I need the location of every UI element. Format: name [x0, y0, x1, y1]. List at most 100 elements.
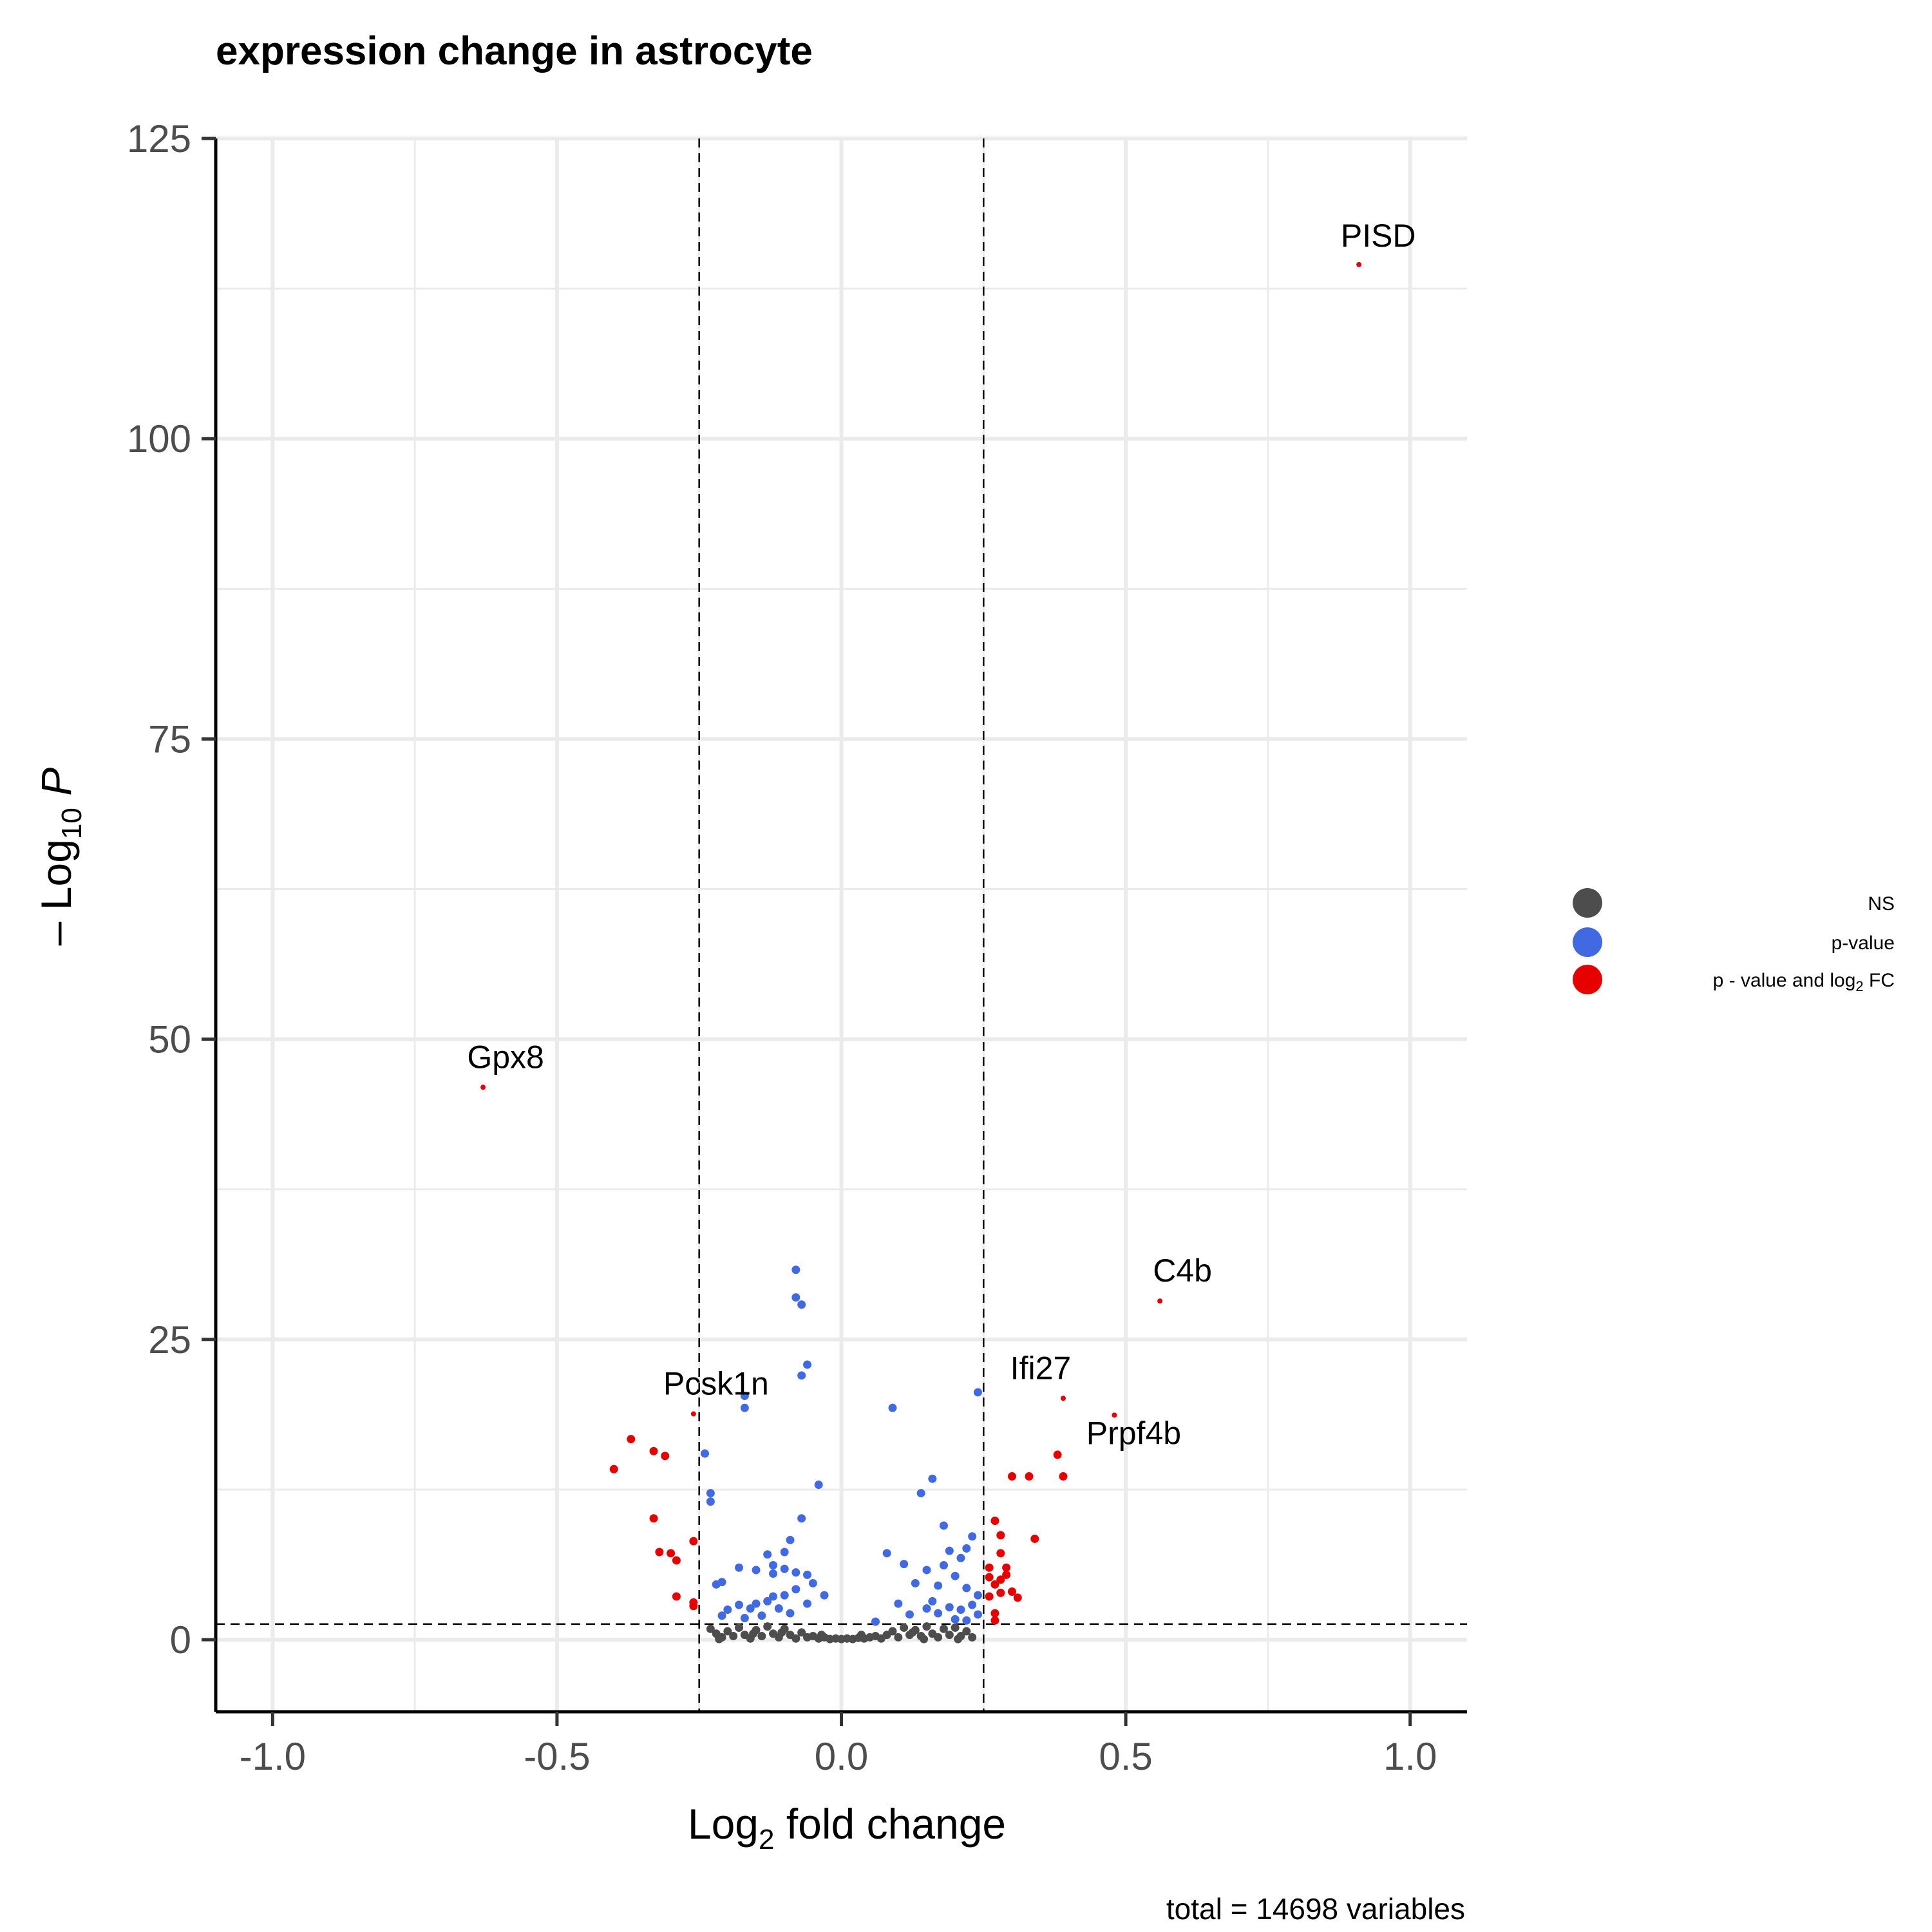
data-point [780, 1564, 789, 1573]
major-gridlines [216, 137, 1467, 1712]
data-point [934, 1633, 943, 1642]
data-point [729, 1632, 738, 1641]
data-point [672, 1592, 681, 1601]
data-point [905, 1610, 914, 1619]
legend-label: p - value and log2 FC [1713, 970, 1895, 994]
data-point [1030, 1534, 1039, 1543]
data-point [990, 1516, 999, 1525]
data-point [939, 1560, 948, 1569]
chart-title: expression change in astrocyte [216, 29, 813, 73]
data-point [797, 1300, 806, 1309]
x-axis-ticks: -1.0 -0.5 0.0 0.5 1.0 [240, 1712, 1437, 1778]
data-point [1002, 1563, 1011, 1572]
data-point [791, 1634, 800, 1643]
data-point [803, 1599, 812, 1608]
data-point [1025, 1472, 1034, 1481]
data-point [735, 1563, 744, 1572]
data-point [939, 1521, 948, 1530]
data-point [985, 1563, 994, 1572]
data-point [649, 1514, 658, 1523]
data-point [945, 1631, 954, 1640]
gene-point [1112, 1412, 1117, 1418]
y-axis-ticks: 0 25 50 75 100 125 [127, 117, 216, 1662]
data-point [996, 1588, 1005, 1597]
data-point [655, 1548, 664, 1557]
data-point [817, 1631, 826, 1640]
data-point [968, 1600, 977, 1609]
data-point [763, 1622, 772, 1631]
data-point [735, 1623, 744, 1632]
data-point [791, 1293, 800, 1302]
data-point [786, 1535, 795, 1544]
data-point [769, 1569, 778, 1578]
data-point [962, 1544, 971, 1553]
data-point [968, 1633, 977, 1642]
data-point [769, 1560, 778, 1569]
data-point [757, 1632, 766, 1641]
gene-label: Ifi27 [1010, 1350, 1072, 1386]
data-point [956, 1605, 965, 1614]
data-point [780, 1548, 789, 1557]
data-point [954, 1634, 963, 1643]
x-tick-label: -0.5 [524, 1735, 590, 1778]
data-point [908, 1628, 917, 1637]
data-point [803, 1570, 812, 1579]
data-point [791, 1585, 800, 1594]
data-point [900, 1623, 909, 1632]
x-tick-label: -1.0 [240, 1735, 306, 1778]
data-point [934, 1581, 943, 1590]
data-point [763, 1596, 772, 1605]
data-point [894, 1599, 903, 1608]
data-point [1007, 1472, 1016, 1481]
threshold-lines [216, 138, 1467, 1712]
data-point [871, 1617, 880, 1626]
data-point [951, 1615, 960, 1624]
data-point [797, 1371, 806, 1380]
gene-point [480, 1084, 486, 1090]
data-point [706, 1624, 715, 1633]
data-point [962, 1616, 971, 1625]
data-point [962, 1627, 971, 1636]
data-point [894, 1633, 903, 1642]
data-point [996, 1549, 1005, 1558]
y-tick-label: 0 [170, 1618, 191, 1662]
data-point [769, 1592, 778, 1601]
data-point [740, 1392, 749, 1401]
x-tick-label: 0.0 [815, 1735, 868, 1778]
data-point [920, 1634, 929, 1643]
x-tick-label: 1.0 [1383, 1735, 1437, 1778]
data-point [900, 1560, 909, 1569]
legend-key [1573, 965, 1602, 994]
data-point [968, 1532, 977, 1541]
data-point [672, 1556, 681, 1565]
data-point [814, 1481, 823, 1490]
data-point [735, 1600, 744, 1609]
gene-label: C4b [1153, 1253, 1212, 1289]
data-point [888, 1403, 897, 1412]
data-point [763, 1550, 772, 1559]
data-point [791, 1265, 800, 1274]
data-point [951, 1571, 960, 1580]
data-point [911, 1578, 920, 1587]
data-point [797, 1628, 806, 1637]
data-point [689, 1602, 698, 1611]
data-point [945, 1603, 954, 1612]
gene-point [1157, 1298, 1163, 1304]
data-point [1053, 1450, 1062, 1459]
data-point [990, 1609, 999, 1618]
data-point [996, 1531, 1005, 1540]
y-tick-label: 100 [127, 417, 191, 460]
data-point [882, 1549, 891, 1558]
data-point [973, 1388, 982, 1397]
data-point [627, 1435, 636, 1444]
data-point [934, 1609, 943, 1618]
gene-label: Pcsk1n [663, 1366, 769, 1402]
data-point [757, 1611, 766, 1620]
legend: NS p-value p - value and log2 FC [1573, 888, 1895, 994]
data-point [689, 1537, 698, 1546]
legend-label: NS [1868, 893, 1895, 914]
data-point [706, 1497, 715, 1506]
x-tick-label: 0.5 [1099, 1735, 1152, 1778]
